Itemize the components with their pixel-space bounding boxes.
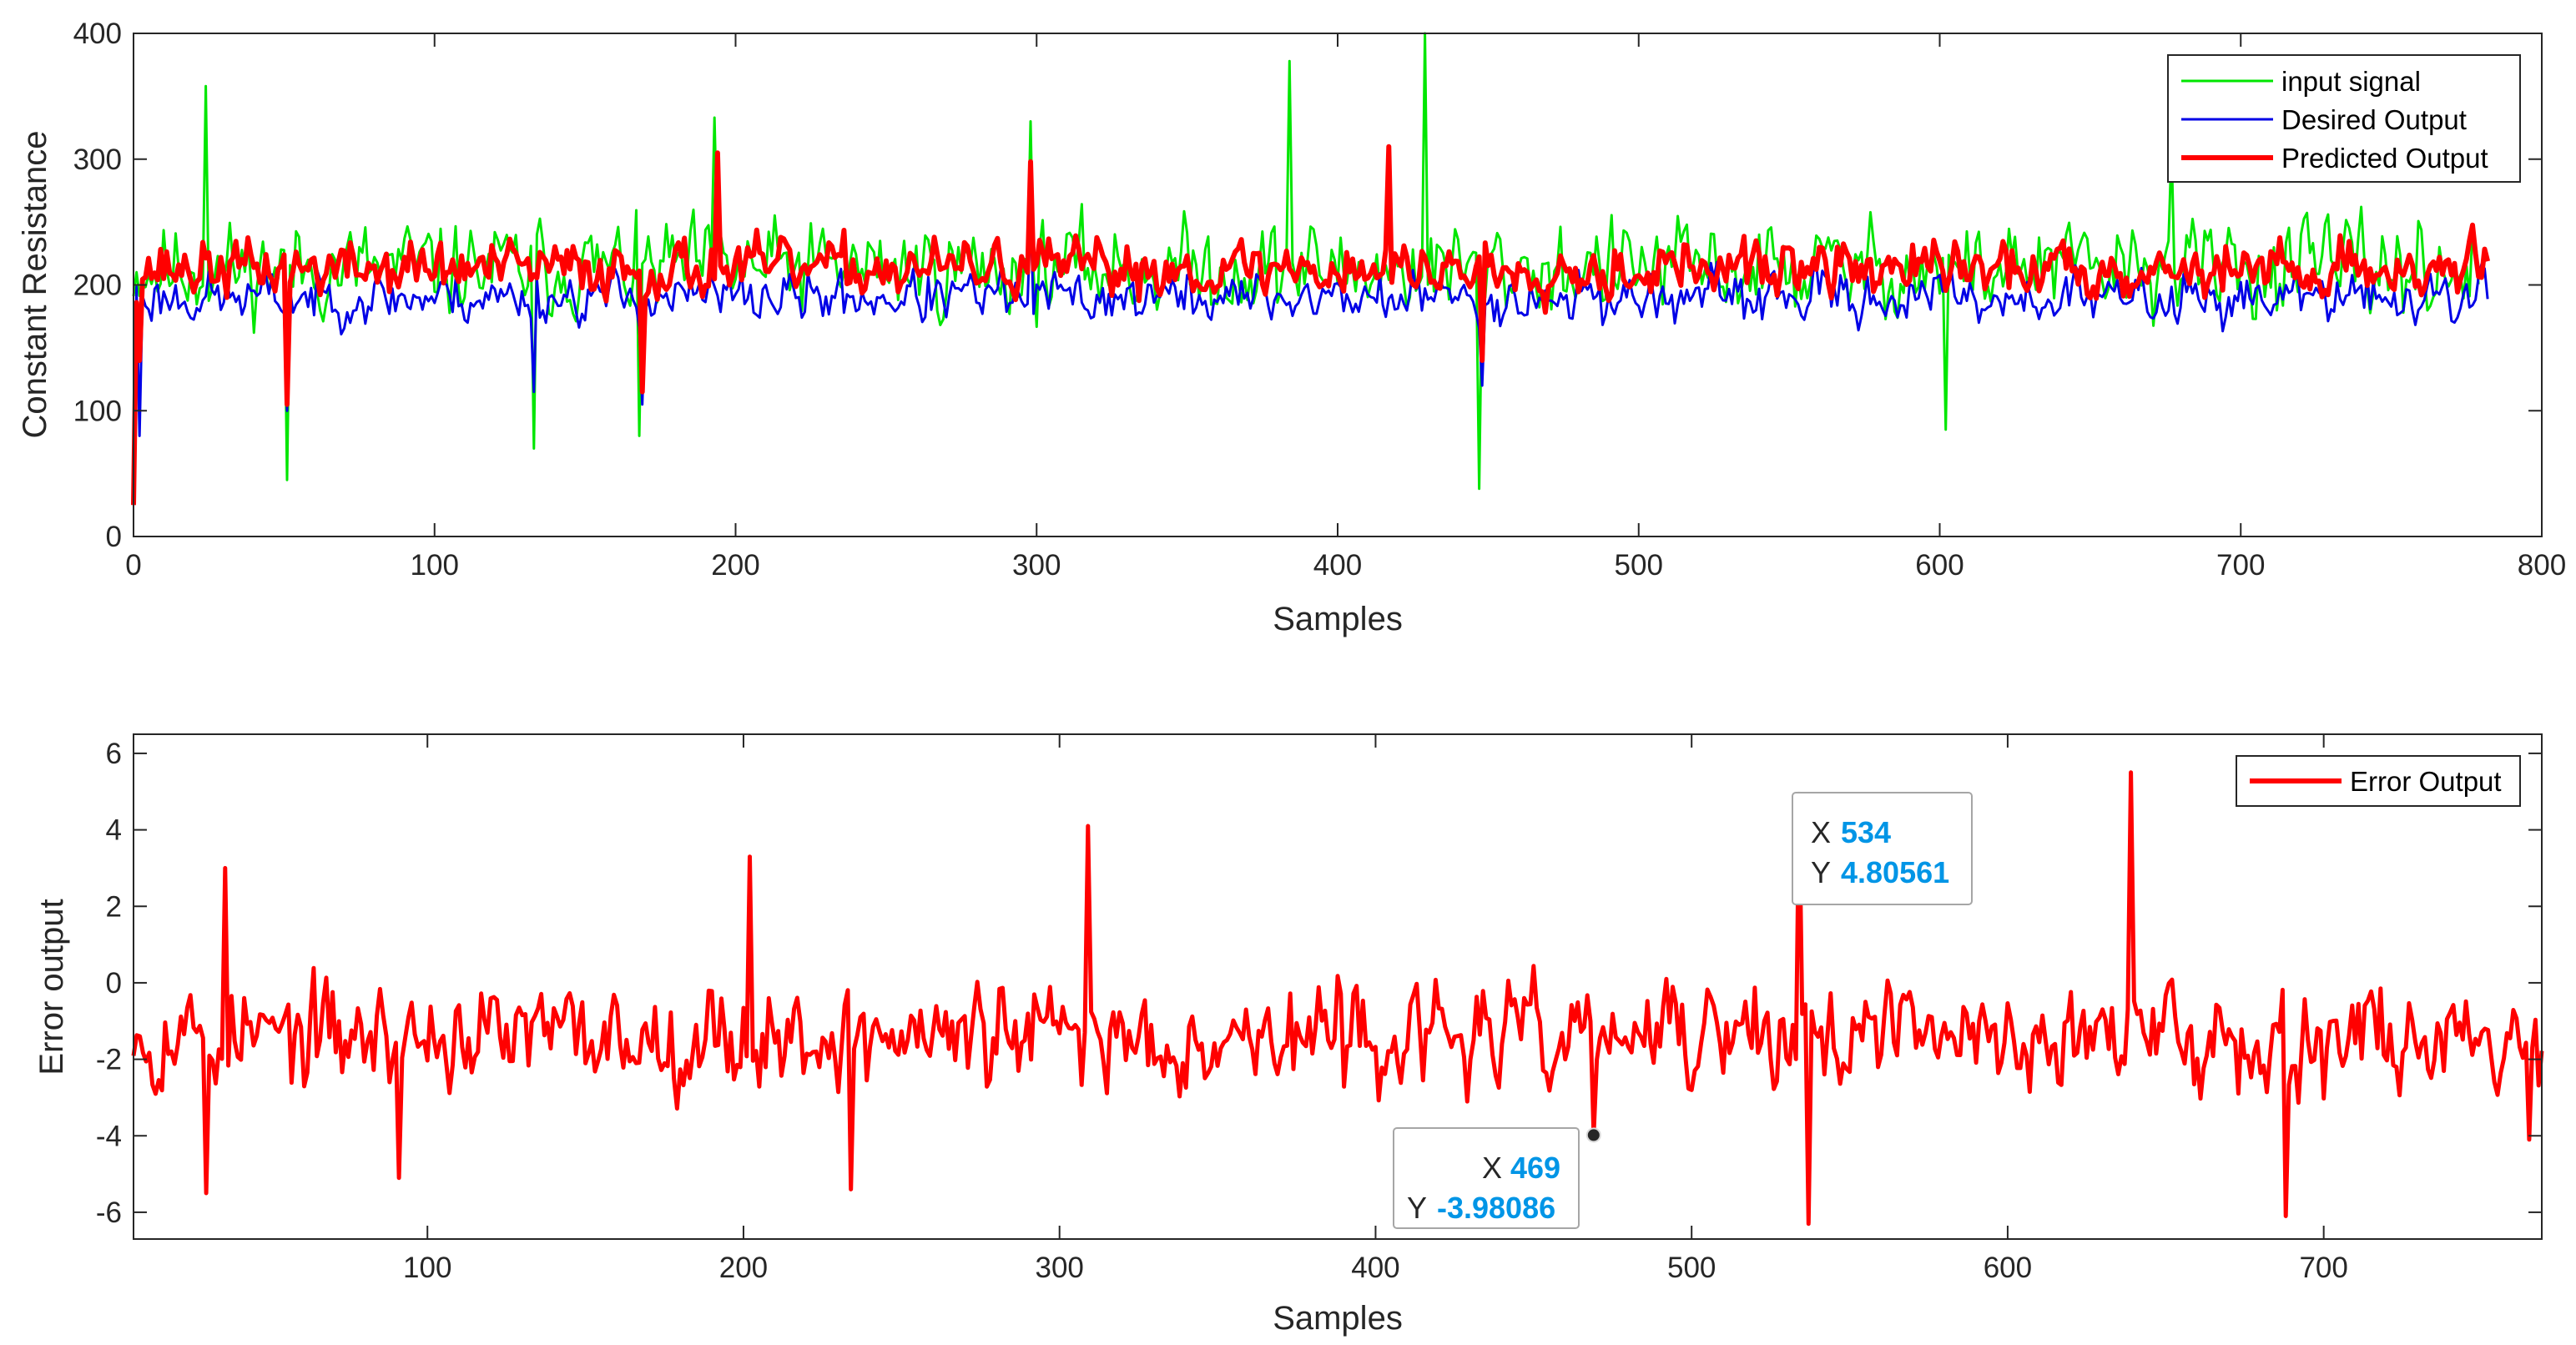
legend: Error Output <box>2236 755 2521 807</box>
series-group <box>131 32 2491 506</box>
x-axis-label: Samples <box>1273 1300 1403 1337</box>
series-line-input-signal <box>132 32 2480 491</box>
x-axis-label: Samples <box>1273 601 1403 637</box>
x-tick-label: 600 <box>1915 549 1964 582</box>
x-tick-label: 400 <box>1313 549 1362 582</box>
x-tick-label: 500 <box>1667 1252 1716 1284</box>
x-tick-label: 300 <box>1036 1252 1084 1284</box>
datatips: X 469 Y -3.98086 X 534 Y 4.80561 <box>1393 791 1973 1229</box>
x-tick-label: 100 <box>403 1252 451 1284</box>
x-ticks: 100 200 300 400 500 600 700 <box>403 734 2348 1284</box>
datatip-534[interactable]: X 534 Y 4.80561 <box>1792 791 1973 905</box>
y-tick-label: 400 <box>73 18 122 50</box>
x-tick-label: 0 <box>125 549 141 582</box>
x-tick-label: 100 <box>411 549 459 582</box>
y-tick-label: 200 <box>73 270 122 302</box>
y-tick-label: 2 <box>106 890 122 923</box>
y-tick-label: 6 <box>106 738 122 770</box>
legend-label-input-signal: input signal <box>2281 66 2421 97</box>
datatip-marker[interactable] <box>1585 1127 1601 1143</box>
datatip-x-value: 534 <box>1841 815 1891 849</box>
datatip-box[interactable] <box>1792 792 1973 905</box>
x-tick-label: 700 <box>2299 1252 2347 1284</box>
y-tick-label: -4 <box>96 1120 122 1152</box>
datatip-x-label: X <box>1482 1151 1502 1185</box>
y-ticks: -6 -4 -2 0 2 4 6 <box>96 738 2542 1229</box>
series-line-desired-output <box>132 210 2489 501</box>
y-tick-label: -2 <box>96 1044 122 1076</box>
x-tick-label: 600 <box>1984 1252 2032 1284</box>
x-tick-label: 700 <box>2216 549 2265 582</box>
series-line-predicted-output <box>131 144 2491 506</box>
y-tick-label: 300 <box>73 144 122 176</box>
y-axis-label: Error output <box>33 899 70 1075</box>
datatip-469[interactable]: X 469 Y -3.98086 <box>1393 1127 1601 1229</box>
datatip-box[interactable] <box>1393 1127 1580 1229</box>
legend: input signal Desired Output Predicted Ou… <box>2167 54 2521 183</box>
axes-box <box>133 733 2543 1240</box>
x-tick-label: 400 <box>1351 1252 1399 1284</box>
x-ticks: 0 100 200 300 400 500 600 700 800 <box>125 33 2566 582</box>
series-line-error-output <box>131 770 2544 1227</box>
legend-label-predicted-output: Predicted Output <box>2281 143 2488 174</box>
x-tick-label: 300 <box>1012 549 1061 582</box>
signal-comparison-plot: 0 100 200 300 400 500 600 700 800 0100200300400 … <box>17 18 2566 637</box>
y-ticks: 0 100 200 300 400 <box>73 18 2542 553</box>
error-output-plot: 100 200 300 400 500 600 700 -6 -4 -2 0 2 4 6 Samples… <box>33 733 2544 1337</box>
x-tick-label: 200 <box>711 549 759 582</box>
x-tick-label: 500 <box>1615 549 1663 582</box>
y-axis-label: Constant Resistance <box>17 130 53 438</box>
y-tick-label: -6 <box>96 1196 122 1229</box>
legend-label-error-output: Error Output <box>2350 766 2502 797</box>
x-tick-label: 200 <box>719 1252 768 1284</box>
legend-label-desired-output: Desired Output <box>2281 104 2467 135</box>
y-tick-label: 0 <box>106 967 122 1000</box>
y-tick-label: 0 <box>106 521 122 553</box>
series-group <box>131 770 2544 1227</box>
datatip-x-label: X <box>1811 815 1831 849</box>
datatip-y-label: Y <box>1407 1191 1427 1225</box>
datatip-x-value: 469 <box>1510 1151 1560 1185</box>
y-tick-label: 4 <box>106 814 122 847</box>
datatip-y-value: -3.98086 <box>1437 1191 1555 1225</box>
x-tick-label: 800 <box>2518 549 2566 582</box>
datatip-y-label: Y <box>1811 855 1831 889</box>
datatip-y-value: 4.80561 <box>1841 855 1949 889</box>
y-tick-label: 100 <box>73 395 122 427</box>
